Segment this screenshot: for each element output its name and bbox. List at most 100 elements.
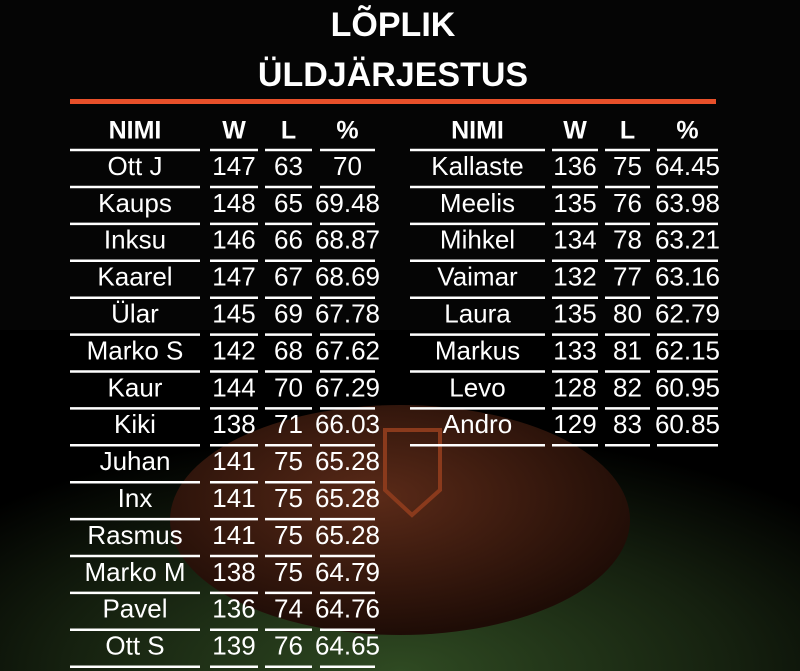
column-header: W (222, 117, 246, 145)
table-cell: 74 (274, 594, 303, 624)
table-cell: 65 (274, 188, 303, 218)
table-cell: 75 (274, 483, 303, 513)
table-cell: Ott S (105, 631, 164, 661)
table-cell: 63 (274, 151, 303, 181)
table-cell: 69 (274, 298, 303, 328)
table-cell: 63.16 (655, 262, 720, 292)
table-cell: Marko S (87, 335, 184, 365)
table-cell: 83 (613, 409, 642, 439)
table-cell: 141 (212, 446, 255, 476)
table-cell: 78 (613, 225, 642, 255)
table-cell: 138 (212, 409, 255, 439)
table-cell: Vaimar (437, 262, 518, 292)
table-cell: 142 (212, 335, 255, 365)
table-cell: Kaarel (97, 262, 172, 292)
table-cell: Rasmus (87, 520, 182, 550)
table-cell: 146 (212, 225, 255, 255)
table-cell: 64.79 (315, 557, 380, 587)
table-cell: Kaups (98, 188, 172, 218)
table-cell: 67.29 (315, 372, 380, 402)
table-cell: 67 (274, 262, 303, 292)
table-cell: 80 (613, 298, 642, 328)
table-cell: Inx (118, 483, 153, 513)
table-cell: 81 (613, 335, 642, 365)
table-cell: 65.28 (315, 483, 380, 513)
table-cell: 62.15 (655, 335, 720, 365)
table-cell: 132 (553, 262, 596, 292)
table-cell: 68.87 (315, 225, 380, 255)
table-cell: 148 (212, 188, 255, 218)
table-cell: Kaur (108, 372, 163, 402)
table-cell: 63.21 (655, 225, 720, 255)
table-cell: 62.79 (655, 298, 720, 328)
column-header: L (620, 117, 635, 145)
table-cell: 77 (613, 262, 642, 292)
table-cell: 68 (274, 335, 303, 365)
table-cell: 67.78 (315, 298, 380, 328)
table-cell: Kiki (114, 409, 156, 439)
table-cell: 82 (613, 372, 642, 402)
column-header: L (281, 117, 296, 145)
table-cell: 75 (274, 446, 303, 476)
table-cell: 75 (274, 557, 303, 587)
table-cell: 136 (212, 594, 255, 624)
table-cell: 147 (212, 262, 255, 292)
table-cell: 145 (212, 298, 255, 328)
table-cell: 64.45 (655, 151, 720, 181)
table-cell: 128 (553, 372, 596, 402)
table-cell: 135 (553, 298, 596, 328)
column-header: NIMI (109, 117, 162, 145)
table-cell: 70 (333, 151, 362, 181)
table-cell: 136 (553, 151, 596, 181)
table-cell: 139 (212, 631, 255, 661)
table-cell: 76 (613, 188, 642, 218)
table-cell: 144 (212, 372, 255, 402)
table-cell: Ott J (108, 151, 163, 181)
column-header: % (336, 117, 358, 145)
table-cell: Inksu (104, 225, 166, 255)
table-cell: 67.62 (315, 335, 380, 365)
table-cell: 70 (274, 372, 303, 402)
table-cell: Kallaste (431, 151, 524, 181)
table-cell: 68.69 (315, 262, 380, 292)
column-header: NIMI (451, 117, 504, 145)
table-cell: Juhan (100, 446, 171, 476)
table-cell: 65.28 (315, 446, 380, 476)
table-cell: 135 (553, 188, 596, 218)
column-header: W (563, 117, 587, 145)
football (170, 405, 630, 635)
table-cell: 75 (274, 520, 303, 550)
title-line: ÜLDJÄRJESTUS (258, 56, 528, 94)
table-cell: 141 (212, 520, 255, 550)
table-cell: 60.85 (655, 409, 720, 439)
table-cell: 75 (613, 151, 642, 181)
divider (70, 99, 716, 104)
table-cell: 134 (553, 225, 596, 255)
table-cell: Pavel (102, 594, 167, 624)
table-cell: 141 (212, 483, 255, 513)
table-cell: 60.95 (655, 372, 720, 402)
table-cell: Levo (449, 372, 505, 402)
table-cell: Marko M (84, 557, 185, 587)
table-cell: 129 (553, 409, 596, 439)
table-cell: 133 (553, 335, 596, 365)
table-cell: Laura (444, 298, 511, 328)
table-cell: 147 (212, 151, 255, 181)
table-cell: 66.03 (315, 409, 380, 439)
table-cell: Andro (443, 409, 512, 439)
table-cell: Mihkel (440, 225, 515, 255)
table-cell: 64.65 (315, 631, 380, 661)
table-cell: 138 (212, 557, 255, 587)
table-cell: 69.48 (315, 188, 380, 218)
table-cell: Meelis (440, 188, 515, 218)
table-cell: 76 (274, 631, 303, 661)
table-cell: 64.76 (315, 594, 380, 624)
table-cell: 66 (274, 225, 303, 255)
table-cell: Ülar (111, 298, 159, 328)
table-cell: 63.98 (655, 188, 720, 218)
title-line: LÕPLIK (331, 6, 456, 44)
table-cell: Markus (435, 335, 520, 365)
column-header: % (676, 117, 698, 145)
table-cell: 65.28 (315, 520, 380, 550)
